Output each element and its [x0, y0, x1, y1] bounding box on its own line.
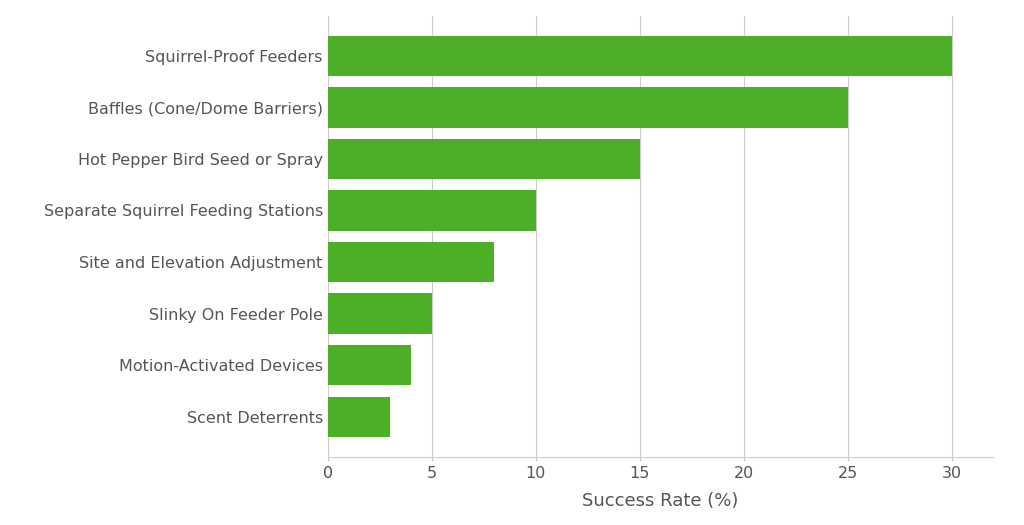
Bar: [328, 191, 536, 230]
Bar: [328, 87, 848, 128]
Bar: [328, 139, 640, 179]
Bar: [328, 36, 951, 76]
Bar: [328, 293, 432, 334]
Bar: [328, 345, 411, 385]
Bar: [328, 242, 494, 282]
Bar: [328, 396, 390, 437]
X-axis label: Success Rate (%): Success Rate (%): [583, 492, 738, 510]
